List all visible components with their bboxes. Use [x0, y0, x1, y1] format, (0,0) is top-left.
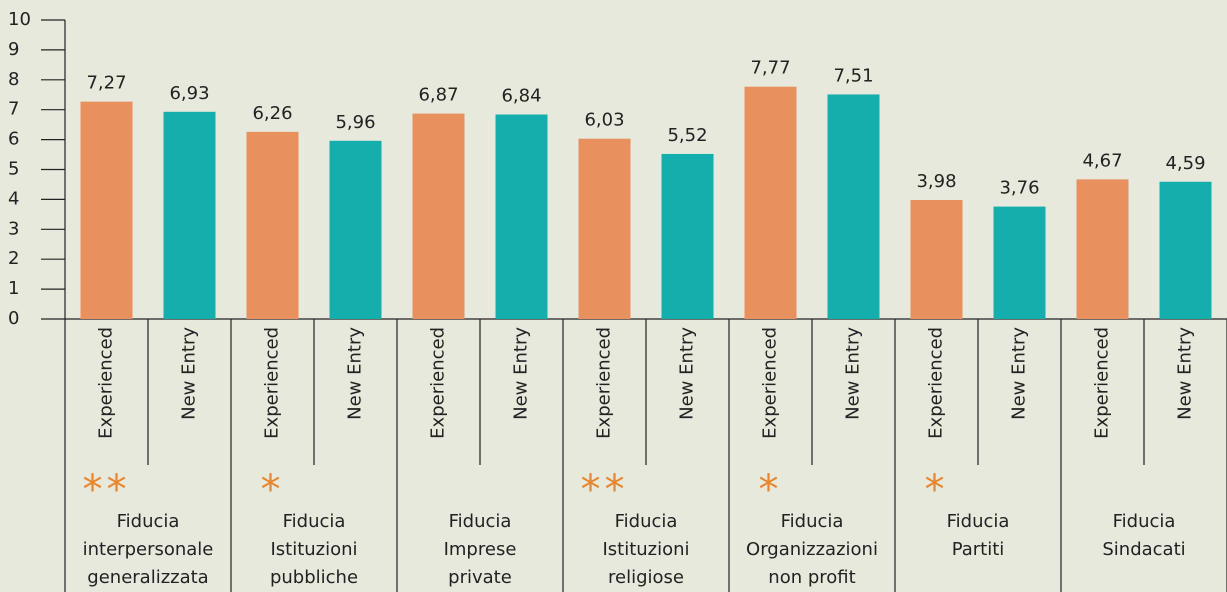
x-tick-label: Experienced: [594, 327, 615, 439]
x-tick-label: Experienced: [262, 327, 283, 439]
value-label: 5,52: [667, 125, 707, 146]
group-label: Fiducia: [449, 511, 512, 532]
bar: [993, 206, 1046, 319]
value-label: 3,76: [999, 178, 1039, 199]
bar: [495, 114, 548, 319]
bar: [412, 113, 465, 319]
group-label: Fiducia: [283, 511, 346, 532]
bar: [744, 86, 797, 319]
value-label: 4,67: [1082, 150, 1122, 171]
significance-mark: *: [261, 467, 285, 513]
value-label: 6,93: [169, 83, 209, 104]
y-tick-label: 4: [8, 188, 19, 209]
x-tick-label: New Entry: [179, 327, 200, 420]
group-label: Imprese: [444, 539, 517, 560]
y-tick-label: 2: [8, 248, 19, 269]
group-label: generalizzata: [87, 567, 208, 588]
x-tick-label: New Entry: [843, 327, 864, 420]
significance-mark: **: [83, 467, 131, 513]
group-label: Istituzioni: [270, 539, 357, 560]
value-label: 5,96: [335, 112, 375, 133]
group-label: religiose: [608, 567, 684, 588]
y-tick-label: 9: [8, 39, 19, 60]
x-tick-label: New Entry: [677, 327, 698, 420]
x-tick-label: New Entry: [1175, 327, 1196, 420]
x-tick-label: New Entry: [511, 327, 532, 420]
group-label: Partiti: [952, 539, 1005, 560]
x-tick-label: Experienced: [760, 327, 781, 439]
value-label: 6,03: [584, 110, 624, 131]
bar: [80, 101, 133, 319]
y-tick-label: 10: [8, 9, 31, 30]
y-tick-label: 0: [8, 308, 19, 329]
x-tick-label: Experienced: [96, 327, 117, 439]
group-label: Sindacati: [1102, 539, 1185, 560]
bar: [329, 140, 382, 319]
value-label: 4,59: [1165, 153, 1205, 174]
y-tick-label: 3: [8, 218, 19, 239]
significance-mark: **: [581, 467, 629, 513]
y-tick-label: 8: [8, 69, 19, 90]
group-label: private: [448, 567, 512, 588]
y-tick-label: 6: [8, 129, 19, 150]
group-label: non profit: [768, 567, 855, 588]
value-label: 7,27: [86, 73, 126, 94]
bar: [1076, 179, 1129, 319]
x-tick-label: Experienced: [428, 327, 449, 439]
group-label: Fiducia: [947, 511, 1010, 532]
bar: [163, 111, 216, 319]
bar: [661, 153, 714, 319]
bar: [246, 131, 299, 319]
bar: [1159, 181, 1212, 319]
value-label: 7,51: [833, 65, 873, 86]
value-label: 7,77: [750, 58, 790, 79]
group-label: pubbliche: [270, 567, 358, 588]
significance-mark: *: [925, 467, 949, 513]
y-tick-label: 1: [8, 278, 19, 299]
y-tick-label: 5: [8, 159, 19, 180]
group-label: Fiducia: [615, 511, 678, 532]
value-label: 6,26: [252, 103, 292, 124]
group-label: Organizzazioni: [746, 539, 878, 560]
x-tick-label: Experienced: [926, 327, 947, 439]
y-tick-label: 7: [8, 99, 19, 120]
x-tick-label: New Entry: [345, 327, 366, 420]
group-label: Istituzioni: [602, 539, 689, 560]
group-label: Fiducia: [117, 511, 180, 532]
group-label: Fiducia: [1113, 511, 1176, 532]
value-label: 6,84: [501, 85, 541, 106]
x-tick-label: New Entry: [1009, 327, 1030, 420]
group-label: Fiducia: [781, 511, 844, 532]
bar: [910, 199, 963, 319]
significance-mark: *: [759, 467, 783, 513]
x-tick-label: Experienced: [1092, 327, 1113, 439]
bar: [827, 94, 880, 320]
bar: [578, 138, 631, 319]
value-label: 6,87: [418, 85, 458, 106]
value-label: 3,98: [916, 171, 956, 192]
group-label: interpersonale: [83, 539, 214, 560]
